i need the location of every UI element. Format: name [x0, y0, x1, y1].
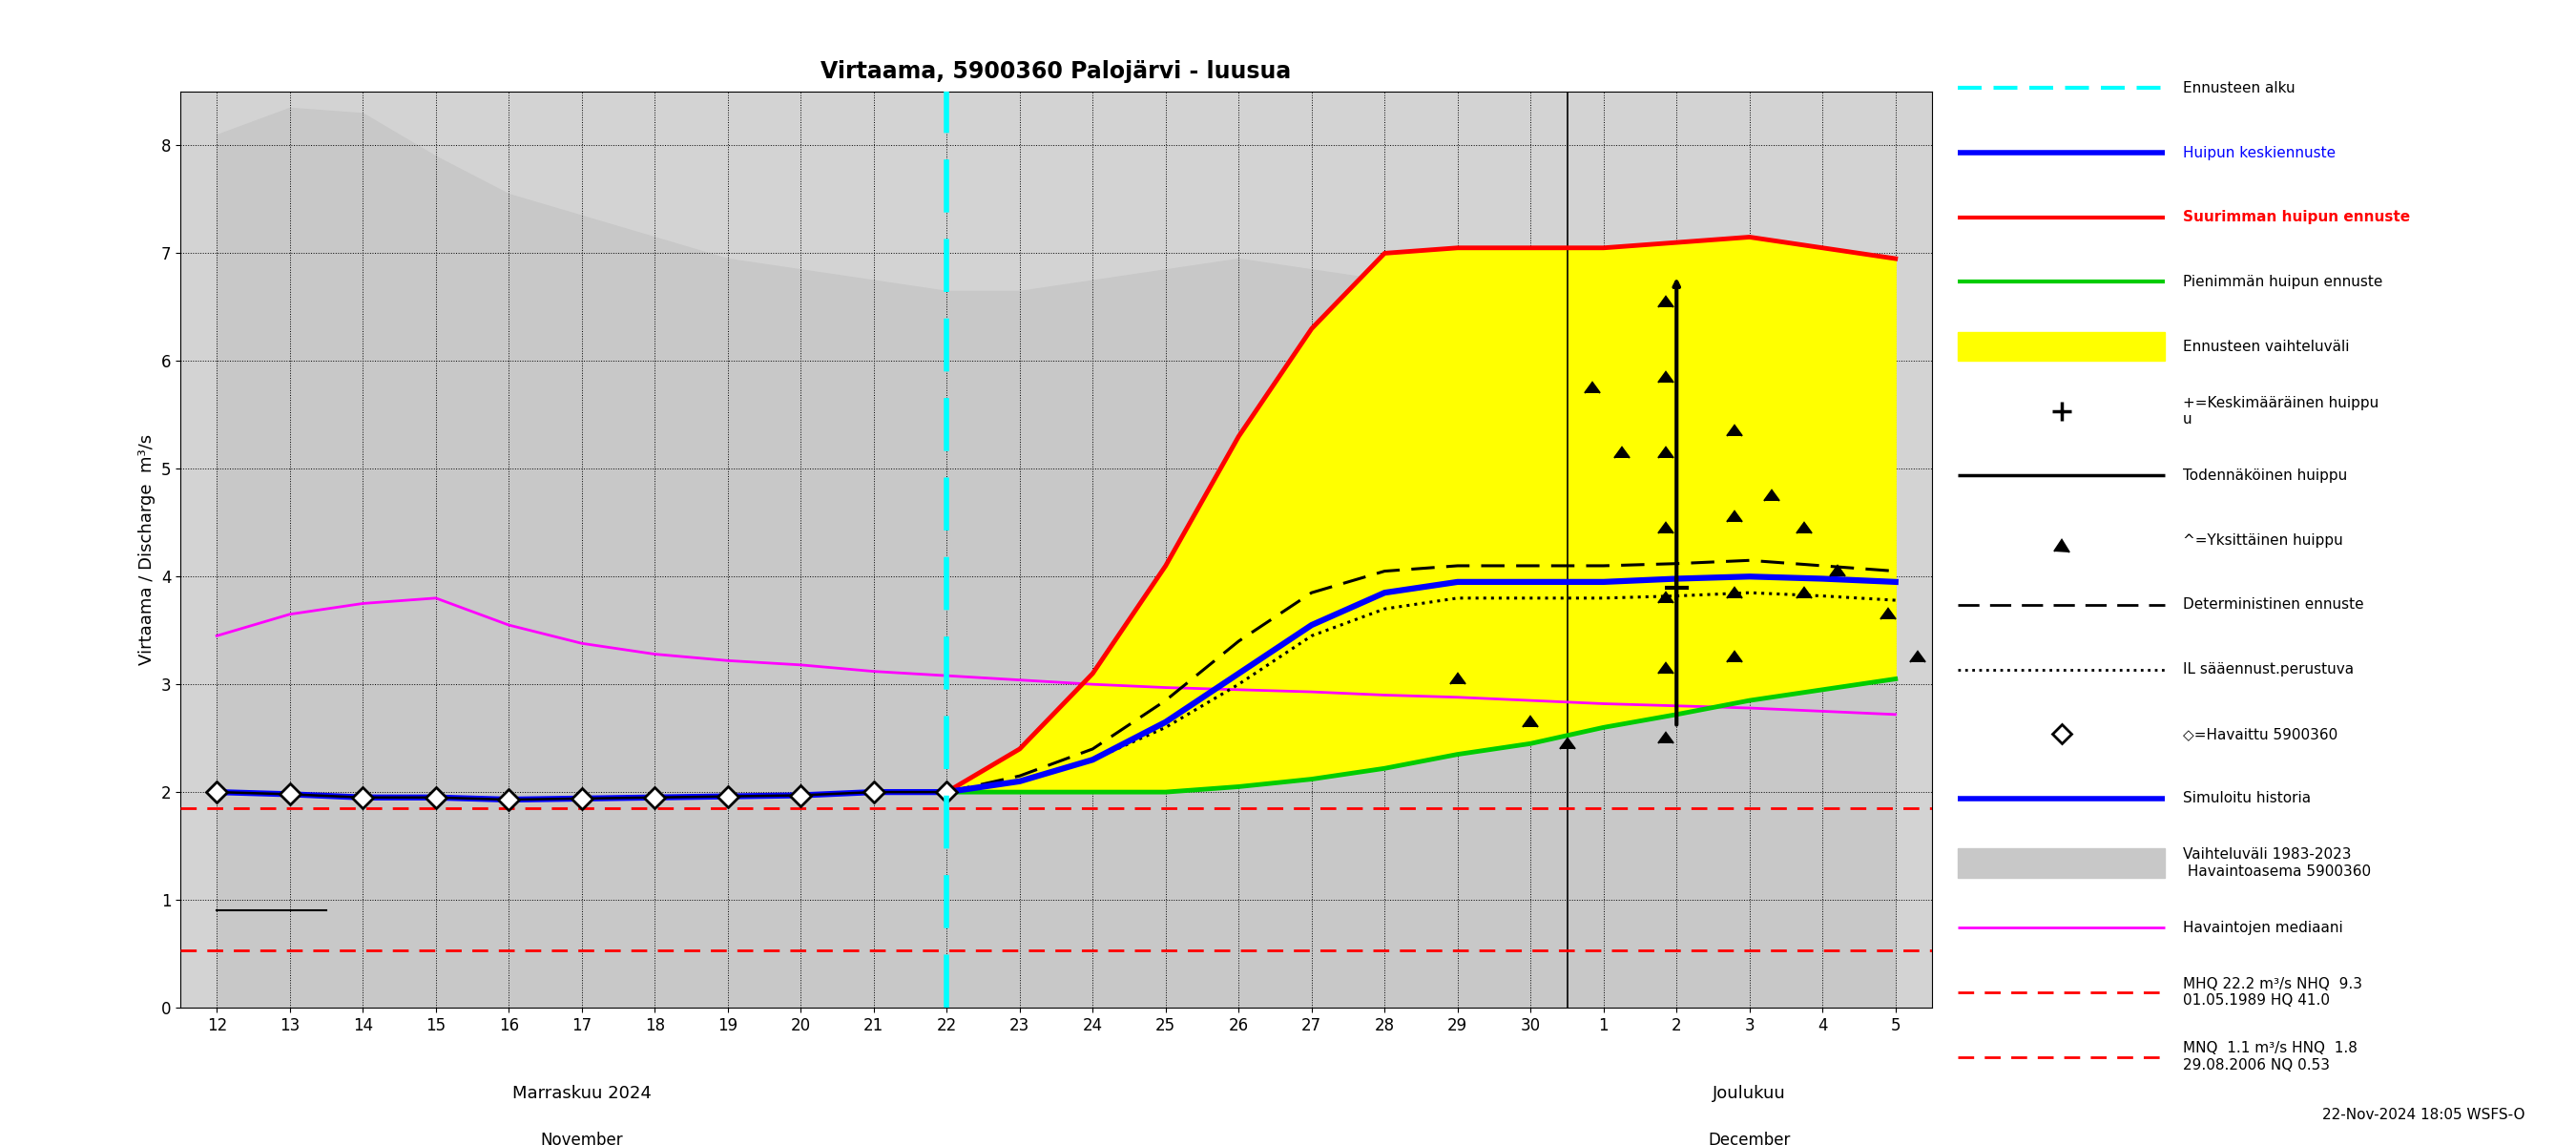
Text: Huipun keskiennuste: Huipun keskiennuste — [2182, 145, 2336, 160]
Text: Suurimman huipun ennuste: Suurimman huipun ennuste — [2182, 211, 2411, 224]
Text: 22-Nov-2024 18:05 WSFS-O: 22-Nov-2024 18:05 WSFS-O — [2321, 1108, 2524, 1122]
Text: MNQ  1.1 m³/s HNQ  1.8
29.08.2006 NQ 0.53: MNQ 1.1 m³/s HNQ 1.8 29.08.2006 NQ 0.53 — [2182, 1042, 2357, 1072]
Title: Virtaama, 5900360 Palojärvi - luusua: Virtaama, 5900360 Palojärvi - luusua — [822, 61, 1291, 84]
Text: December: December — [1708, 1131, 1790, 1145]
Text: IL sääennust.perustuva: IL sääennust.perustuva — [2182, 662, 2354, 677]
Text: Pienimmän huipun ennuste: Pienimmän huipun ennuste — [2182, 275, 2383, 289]
Text: ◇=Havaittu 5900360: ◇=Havaittu 5900360 — [2182, 727, 2336, 741]
Text: +=Keskimääräinen huippu
u: +=Keskimääräinen huippu u — [2182, 395, 2378, 426]
Text: MHQ 22.2 m³/s NHQ  9.3
01.05.1989 HQ 41.0: MHQ 22.2 m³/s NHQ 9.3 01.05.1989 HQ 41.0 — [2182, 977, 2362, 1008]
FancyBboxPatch shape — [1958, 848, 2164, 877]
Text: ^=Yksittäinen huippu: ^=Yksittäinen huippu — [2182, 534, 2344, 547]
Y-axis label: Virtaama / Discharge  m³/s: Virtaama / Discharge m³/s — [139, 434, 155, 665]
FancyBboxPatch shape — [1958, 332, 2164, 361]
Text: Todennäköinen huippu: Todennäköinen huippu — [2182, 468, 2347, 483]
Text: Havaintojen mediaani: Havaintojen mediaani — [2182, 921, 2344, 934]
Text: Marraskuu 2024: Marraskuu 2024 — [513, 1085, 652, 1103]
Text: November: November — [541, 1131, 623, 1145]
Text: Vaihteluväli 1983-2023
 Havaintoasema 5900360: Vaihteluväli 1983-2023 Havaintoasema 590… — [2182, 847, 2370, 878]
Text: Joulukuu: Joulukuu — [1713, 1085, 1785, 1103]
Text: Ennusteen vaihteluväli: Ennusteen vaihteluväli — [2182, 339, 2349, 354]
Text: Simuloitu historia: Simuloitu historia — [2182, 791, 2311, 806]
Text: Ennusteen alku: Ennusteen alku — [2182, 81, 2295, 95]
Text: Deterministinen ennuste: Deterministinen ennuste — [2182, 598, 2365, 611]
